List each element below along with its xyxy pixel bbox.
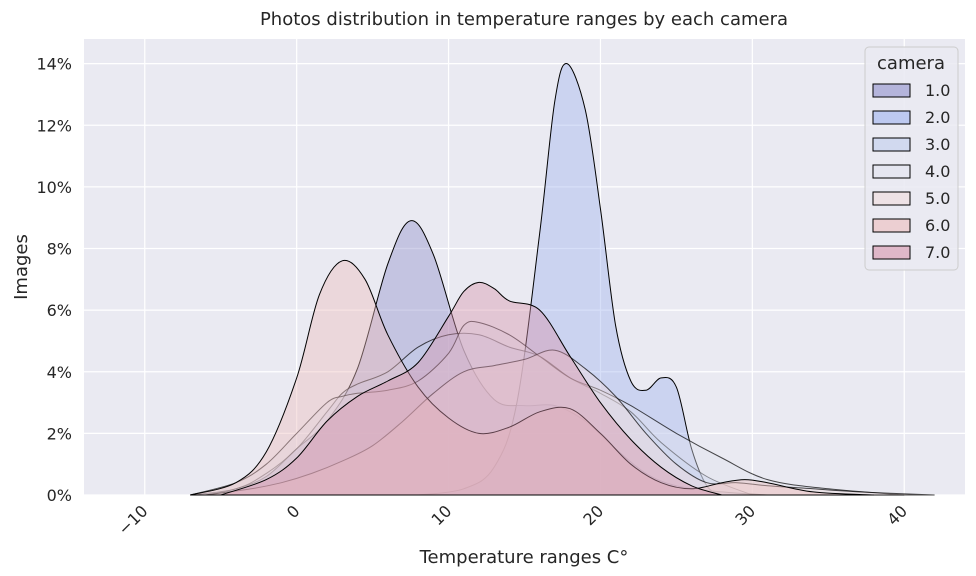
y-tick-label: 14%: [36, 55, 72, 74]
x-tick-label: 30: [731, 501, 759, 529]
legend-swatch: [872, 110, 911, 125]
legend-label: 4.0: [925, 162, 950, 181]
series-area-7-0: [220, 281, 723, 496]
legend-label: 3.0: [925, 135, 950, 154]
y-ticks: 0% 2% 4% 6% 8% 10% 12% 14%: [36, 55, 72, 505]
legend-swatch: [872, 164, 911, 179]
y-tick-label: 12%: [36, 116, 72, 135]
series-area-5-0: [205, 349, 935, 496]
x-ticks: −10 0 10 20 30 40: [114, 501, 911, 538]
x-tick-label: 20: [579, 501, 607, 529]
legend-box: [864, 46, 959, 271]
series-area-2-0: [418, 63, 724, 496]
x-tick-label: 0: [283, 501, 304, 522]
legend-label: 1.0: [925, 81, 950, 100]
series-areas: [190, 63, 935, 496]
y-tick-label: 4%: [47, 363, 72, 382]
legend-label: 7.0: [925, 243, 950, 262]
chart-title: Photos distribution in temperature range…: [260, 9, 788, 30]
x-tick-label: 40: [883, 501, 911, 529]
x-tick-label: −10: [114, 501, 151, 538]
series-area-4-0: [190, 320, 905, 496]
legend-swatch: [872, 137, 911, 152]
legend-label: 2.0: [925, 108, 950, 127]
legend-label: 6.0: [925, 216, 950, 235]
y-tick-label: 8%: [47, 240, 72, 259]
y-tick-label: 2%: [47, 424, 72, 443]
y-tick-label: 6%: [47, 301, 72, 320]
legend-swatch: [872, 83, 911, 98]
y-tick-label: 10%: [36, 178, 72, 197]
legend-swatch: [872, 245, 911, 260]
legend: camera 1.0 2.0 3.0 4.0 5.0 6.0 7.0: [864, 46, 959, 271]
x-axis-label: Temperature ranges C°: [419, 547, 629, 568]
y-tick-label: 0%: [47, 486, 72, 505]
y-axis-label: Images: [11, 234, 32, 300]
series-area-6-0: [190, 259, 874, 496]
grid: [84, 39, 965, 496]
legend-label: 5.0: [925, 189, 950, 208]
series-area-3-0: [190, 332, 753, 496]
legend-title: camera: [877, 53, 945, 74]
legend-swatch: [872, 191, 911, 206]
x-tick-label: 10: [428, 501, 456, 529]
legend-items: 1.0 2.0 3.0 4.0 5.0 6.0 7.0: [872, 81, 950, 262]
legend-swatch: [872, 218, 911, 233]
